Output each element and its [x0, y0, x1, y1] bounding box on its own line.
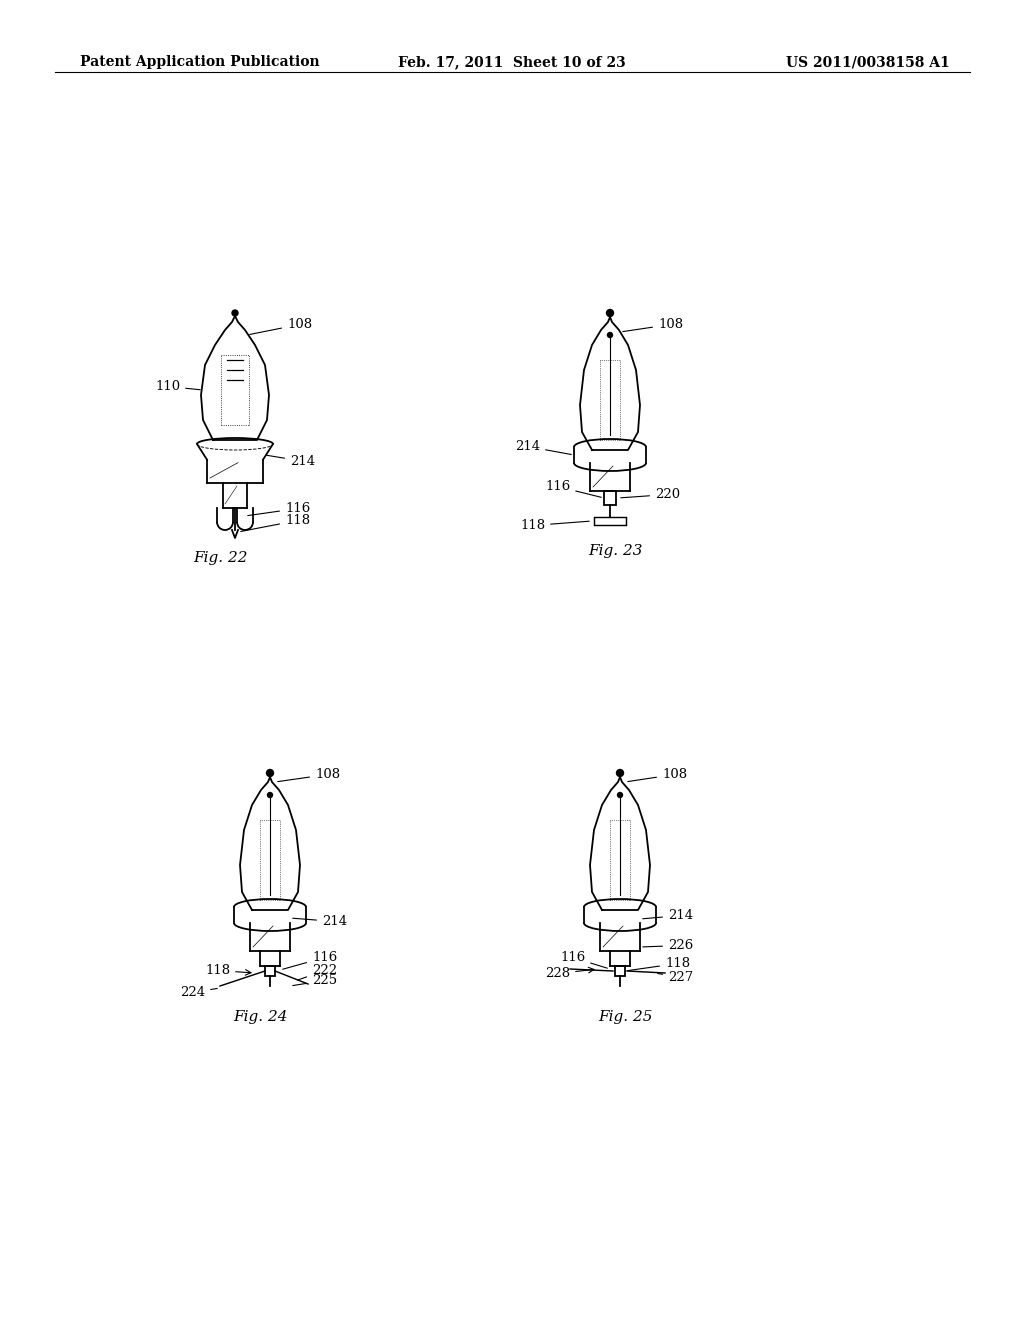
Text: Fig. 24: Fig. 24	[232, 1010, 288, 1024]
Text: 228: 228	[545, 968, 594, 979]
Text: 108: 108	[623, 318, 683, 331]
Text: Fig. 23: Fig. 23	[588, 544, 642, 558]
Text: 214: 214	[266, 454, 315, 467]
Text: 227: 227	[657, 972, 693, 983]
Text: 118: 118	[241, 513, 310, 532]
Text: 116: 116	[248, 502, 310, 516]
Text: 116: 116	[283, 950, 337, 969]
Circle shape	[617, 792, 623, 797]
Circle shape	[606, 309, 613, 317]
Text: 225: 225	[293, 974, 337, 987]
Text: Feb. 17, 2011  Sheet 10 of 23: Feb. 17, 2011 Sheet 10 of 23	[398, 55, 626, 69]
Text: 118: 118	[628, 957, 690, 970]
Text: Fig. 25: Fig. 25	[598, 1010, 652, 1024]
Text: 116: 116	[560, 950, 607, 968]
Bar	[265, 966, 275, 975]
Text: 214: 214	[293, 915, 347, 928]
Bar	[594, 517, 626, 525]
Text: 220: 220	[621, 488, 680, 502]
Text: 118: 118	[520, 519, 589, 532]
Bar	[604, 491, 616, 506]
Circle shape	[267, 792, 272, 797]
Text: 110: 110	[155, 380, 201, 393]
Text: US 2011/0038158 A1: US 2011/0038158 A1	[786, 55, 950, 69]
Text: 108: 108	[278, 768, 340, 781]
Text: 108: 108	[628, 768, 687, 781]
Text: 116: 116	[545, 480, 601, 498]
Circle shape	[607, 333, 612, 338]
Text: Patent Application Publication: Patent Application Publication	[80, 55, 319, 69]
Text: 214: 214	[515, 440, 571, 454]
Circle shape	[232, 310, 238, 315]
Text: 224: 224	[180, 986, 217, 999]
Text: 214: 214	[643, 909, 693, 921]
Text: 118: 118	[205, 964, 251, 977]
Text: 226: 226	[643, 939, 693, 952]
Circle shape	[616, 770, 624, 776]
Text: 108: 108	[250, 318, 312, 334]
Text: 222: 222	[298, 964, 337, 979]
Text: Fig. 22: Fig. 22	[193, 550, 247, 565]
Circle shape	[266, 770, 273, 776]
Bar	[615, 966, 625, 975]
